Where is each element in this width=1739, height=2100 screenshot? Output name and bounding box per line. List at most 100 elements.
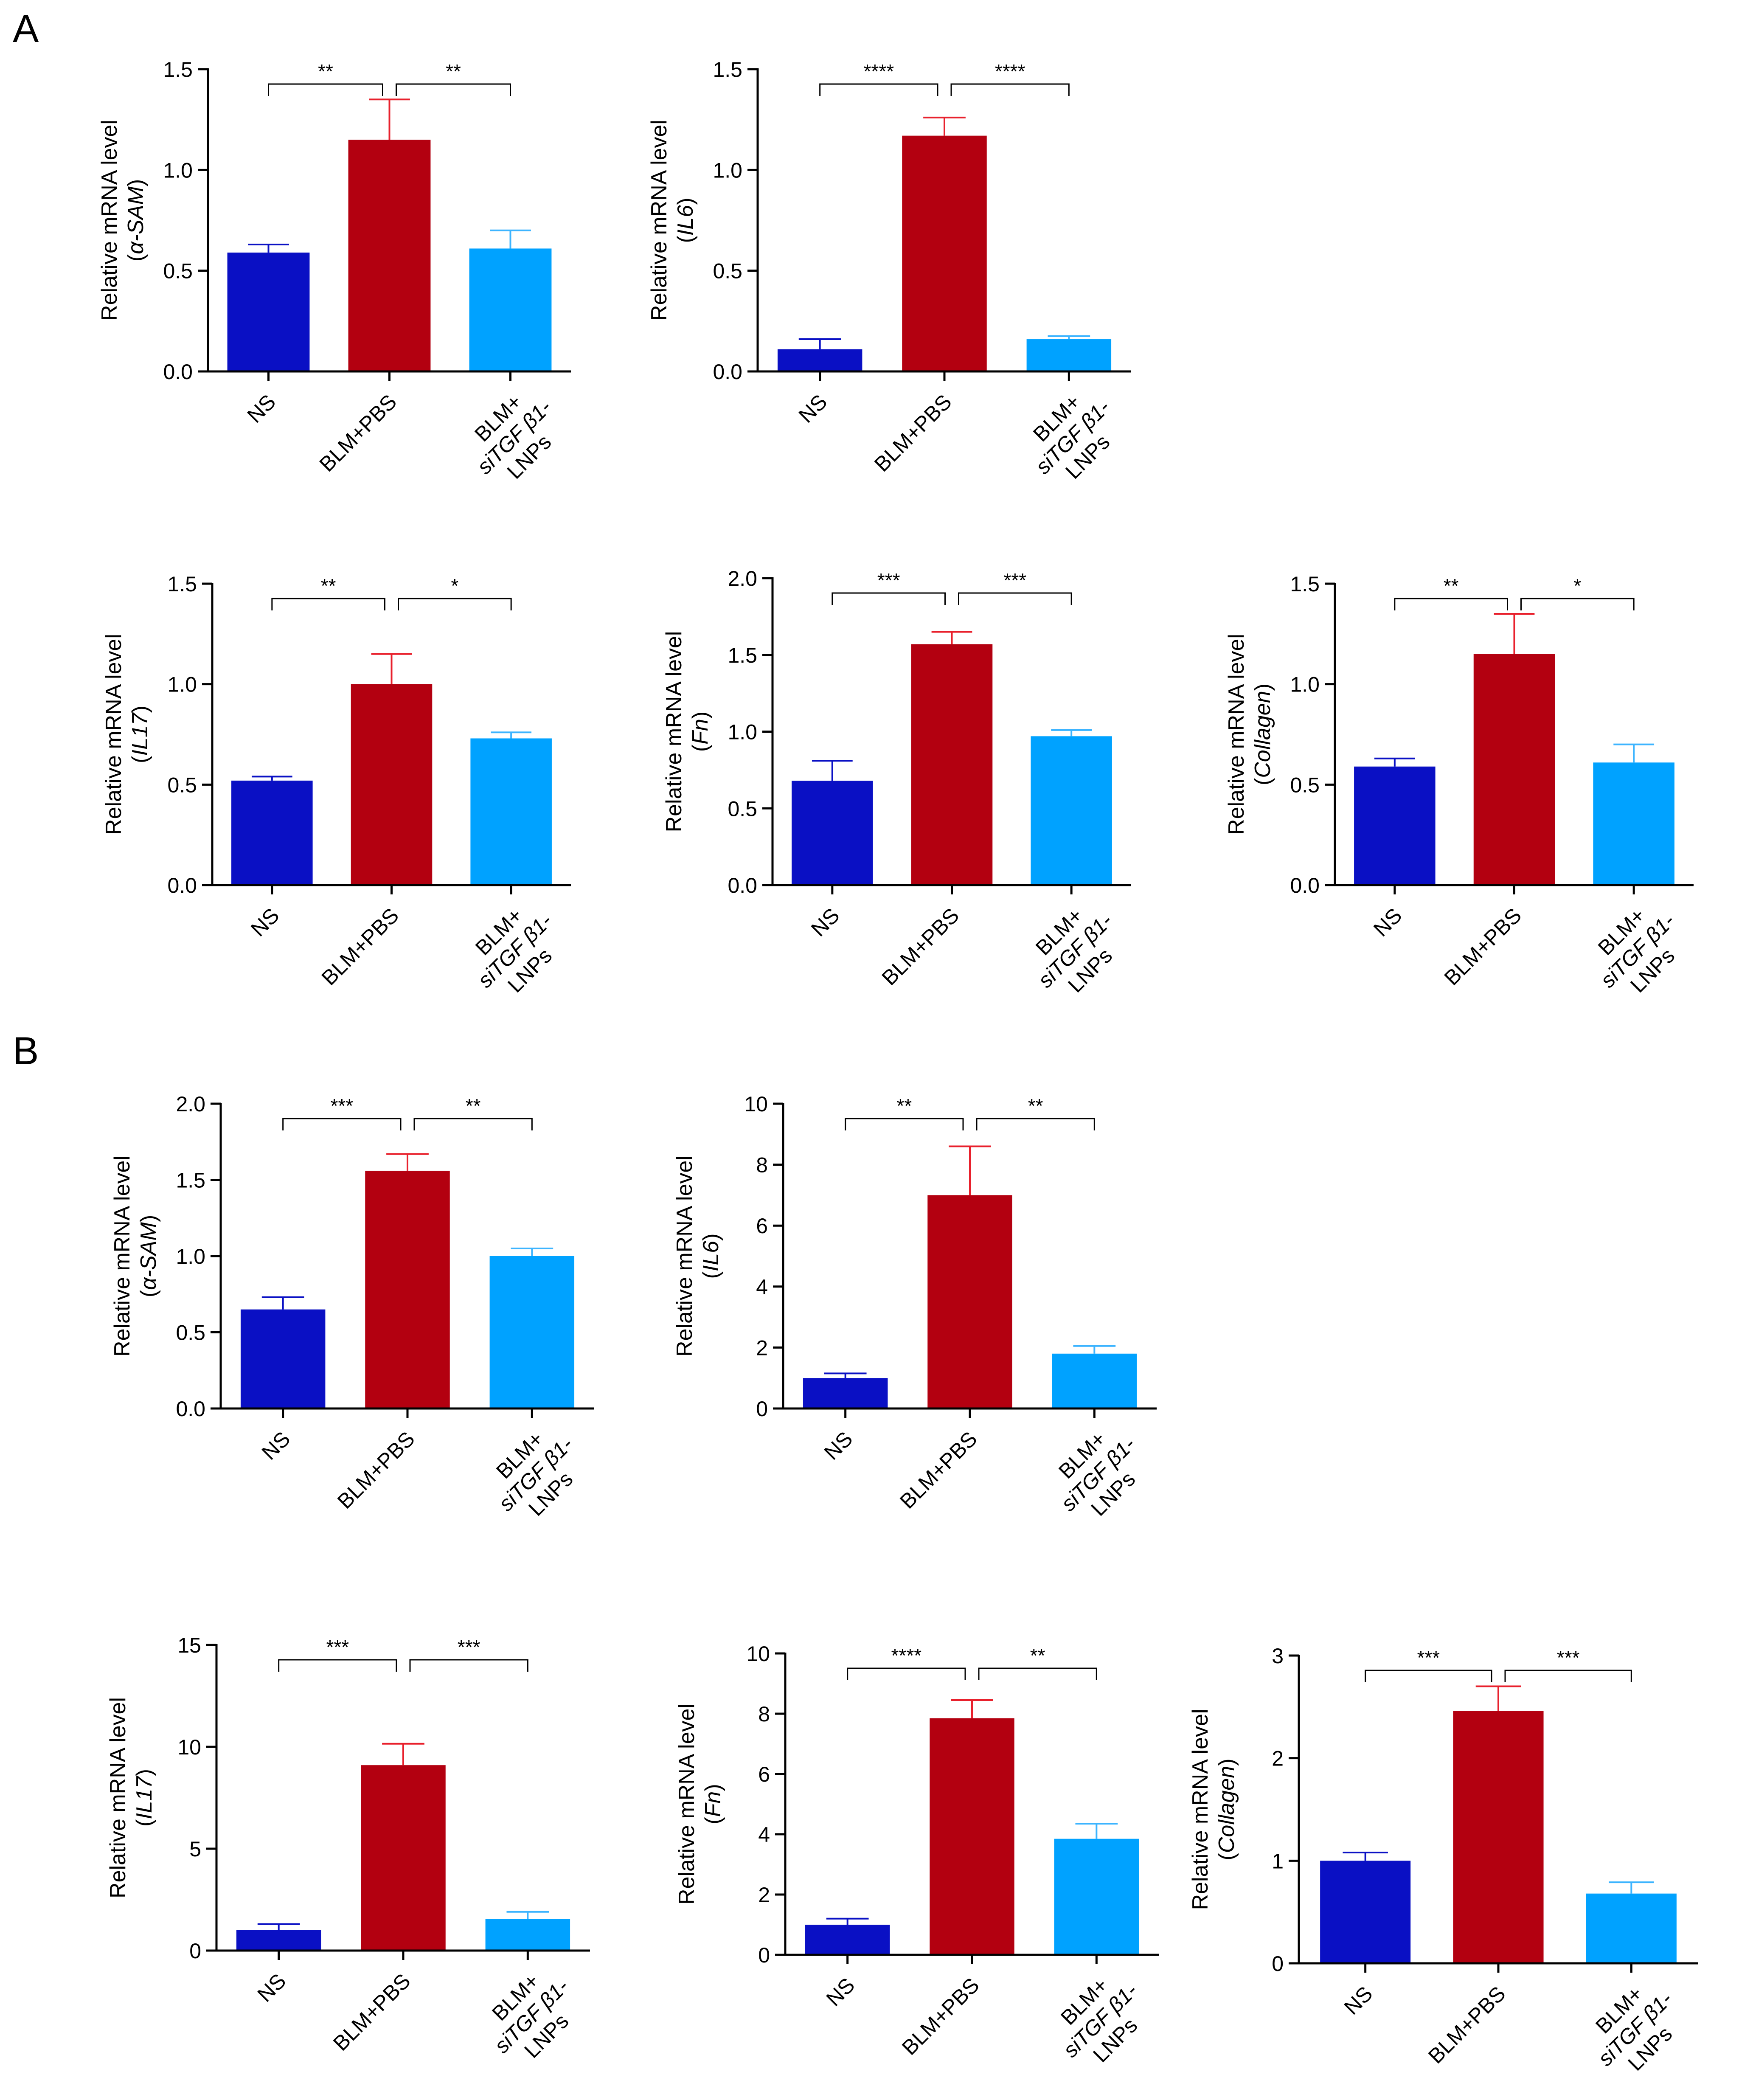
x-label-ns: NS [820, 1427, 857, 1465]
y-tick-label: 0.0 [163, 360, 193, 384]
bar-ns [231, 780, 313, 885]
y-axis-title: Relative mRNA level(IL17) [106, 1697, 157, 1898]
y-tick-label: 0.5 [713, 259, 742, 283]
paren: ) [124, 179, 148, 186]
bar-blm-pbs [365, 1170, 450, 1408]
y-tick-label: 0.0 [728, 874, 757, 897]
y-axis-title: Relative mRNA level(Fn) [674, 1704, 725, 1905]
significance-bracket [1504, 1670, 1632, 1682]
x-label-blm-si: BLM+siTGF β1-LNPs [1014, 378, 1132, 496]
paren: ) [701, 1784, 725, 1791]
chart-b4: 0 2 4 6 8 10 Relative mRNA level(Fn) NS BLM+PBS B… [674, 1642, 1160, 2080]
paren: ) [136, 1215, 161, 1222]
paren: ( [673, 235, 698, 243]
bar-blm-si [1054, 1839, 1139, 1955]
y-axis-title-gene: (Collagen) [1250, 683, 1275, 785]
y-tick-label: 0.5 [728, 797, 757, 821]
bar-blm-pbs [930, 1718, 1014, 1955]
y-axis-title-line1: Relative mRNA level [647, 120, 671, 321]
bar-blm-pbs [351, 684, 433, 885]
chart-a2: 0.0 0.5 1.0 1.5 Relative mRNA level(IL6) NS BL… [647, 58, 1132, 496]
y-tick-label: 2.0 [176, 1092, 205, 1116]
x-label-blm-si: BLM+siTGF β1-LNPs [1016, 891, 1135, 1010]
significance-label: *** [1003, 569, 1026, 591]
gene-name: IL6 [673, 205, 698, 236]
paren: ( [128, 756, 152, 763]
x-label-blm-si: BLM+siTGF β1-LNPs [477, 1415, 595, 1533]
significance-label: ** [318, 60, 333, 82]
x-label-blm-pbs: BLM+PBS [315, 390, 402, 476]
paren: ( [132, 1819, 157, 1827]
x-label-blm-pbs: BLM+PBS [333, 1427, 419, 1513]
y-axis-title-gene: (α-SAM) [124, 179, 148, 261]
chart-b2: 0 2 4 6 8 10 Relative mRNA level(IL6) NS BLM+PBS… [672, 1092, 1157, 1533]
bar-ns [236, 1930, 321, 1951]
paren: ( [688, 744, 713, 752]
bar-blm-si [470, 738, 552, 885]
bar-blm-pbs [361, 1765, 446, 1951]
y-tick-label: 1.0 [713, 158, 742, 182]
paren: ( [1250, 778, 1275, 785]
gene-name: Collagen [1250, 691, 1275, 778]
x-label-ns: NS [1340, 1982, 1377, 2019]
y-tick-label: 0.5 [163, 259, 193, 283]
gene-name: IL17 [128, 712, 152, 756]
y-axis-title-gene: (Fn) [688, 711, 713, 752]
y-tick-label: 0.5 [176, 1321, 205, 1345]
bar-ns [803, 1378, 888, 1408]
significance-bracket [832, 592, 946, 605]
y-tick-label: 8 [758, 1702, 770, 1726]
significance-bracket [271, 598, 385, 610]
x-label-blm-si: BLM+siTGF β1-LNPs [472, 1957, 591, 2075]
significance-label: ** [1028, 1095, 1043, 1117]
y-axis-title-gene: (Fn) [701, 1784, 725, 1824]
significance-label: ** [1444, 575, 1459, 597]
significance-label: *** [877, 569, 900, 591]
x-label-blm-pbs: BLM+PBS [895, 1427, 982, 1513]
paren: ( [701, 1817, 725, 1824]
gene-name: Fn [701, 1791, 725, 1817]
x-label-ns: NS [794, 390, 832, 427]
significance-bracket [1520, 598, 1635, 610]
paren: ) [1250, 683, 1275, 691]
y-axis-title-line1: Relative mRNA level [1188, 1709, 1213, 1910]
x-label-blm-pbs: BLM+PBS [329, 1969, 415, 2055]
significance-bracket [409, 1659, 528, 1672]
y-tick-label: 1.0 [1290, 673, 1320, 697]
y-tick-label: 0.0 [167, 874, 197, 897]
bar-ns [777, 349, 862, 371]
y-axis-title-gene: (IL17) [132, 1769, 157, 1827]
significance-label: * [451, 575, 458, 597]
y-axis-title-gene: (Collagen) [1214, 1759, 1239, 1861]
significance-label: * [1573, 575, 1581, 597]
bar-blm-si [485, 1919, 570, 1951]
significance-label: **** [864, 60, 894, 82]
y-tick-label: 1.0 [163, 158, 193, 182]
y-tick-label: 2 [1272, 1747, 1284, 1771]
chart-b3: 0 5 10 15 Relative mRNA level(IL17) NS BLM+PBS… [106, 1633, 591, 2075]
paren: ( [699, 1271, 723, 1279]
paren: ) [128, 706, 152, 713]
x-label-blm-si: BLM+siTGF β1-LNPs [1041, 1961, 1160, 2080]
gene-name: IL17 [132, 1775, 157, 1819]
paren: ( [136, 1290, 161, 1297]
y-axis-title-gene: (IL6) [699, 1234, 723, 1279]
x-label-blm-si: BLM+siTGF β1-LNPs [1576, 1970, 1694, 2088]
y-axis-title-gene: (IL17) [128, 706, 152, 763]
y-axis-title: Relative mRNA level(Collagen) [1188, 1709, 1239, 1910]
panel-label-b: B [13, 1029, 39, 1073]
bar-blm-si [1593, 762, 1674, 885]
y-tick-label: 0 [758, 1943, 770, 1967]
y-tick-label: 1.0 [728, 720, 757, 744]
paren: ( [1214, 1853, 1239, 1860]
x-label-blm-si: BLM+siTGF β1-LNPs [1039, 1415, 1157, 1533]
significance-bracket [819, 83, 938, 96]
y-tick-label: 2 [756, 1336, 768, 1360]
gene-name: α-SAM [124, 186, 148, 254]
x-label-blm-pbs: BLM+PBS [317, 903, 404, 990]
x-label-blm-si: BLM+siTGF β1-LNPs [455, 378, 573, 496]
x-label-ns: NS [1369, 903, 1407, 941]
x-label-blm-pbs: BLM+PBS [870, 390, 956, 476]
significance-label: ** [896, 1095, 912, 1117]
